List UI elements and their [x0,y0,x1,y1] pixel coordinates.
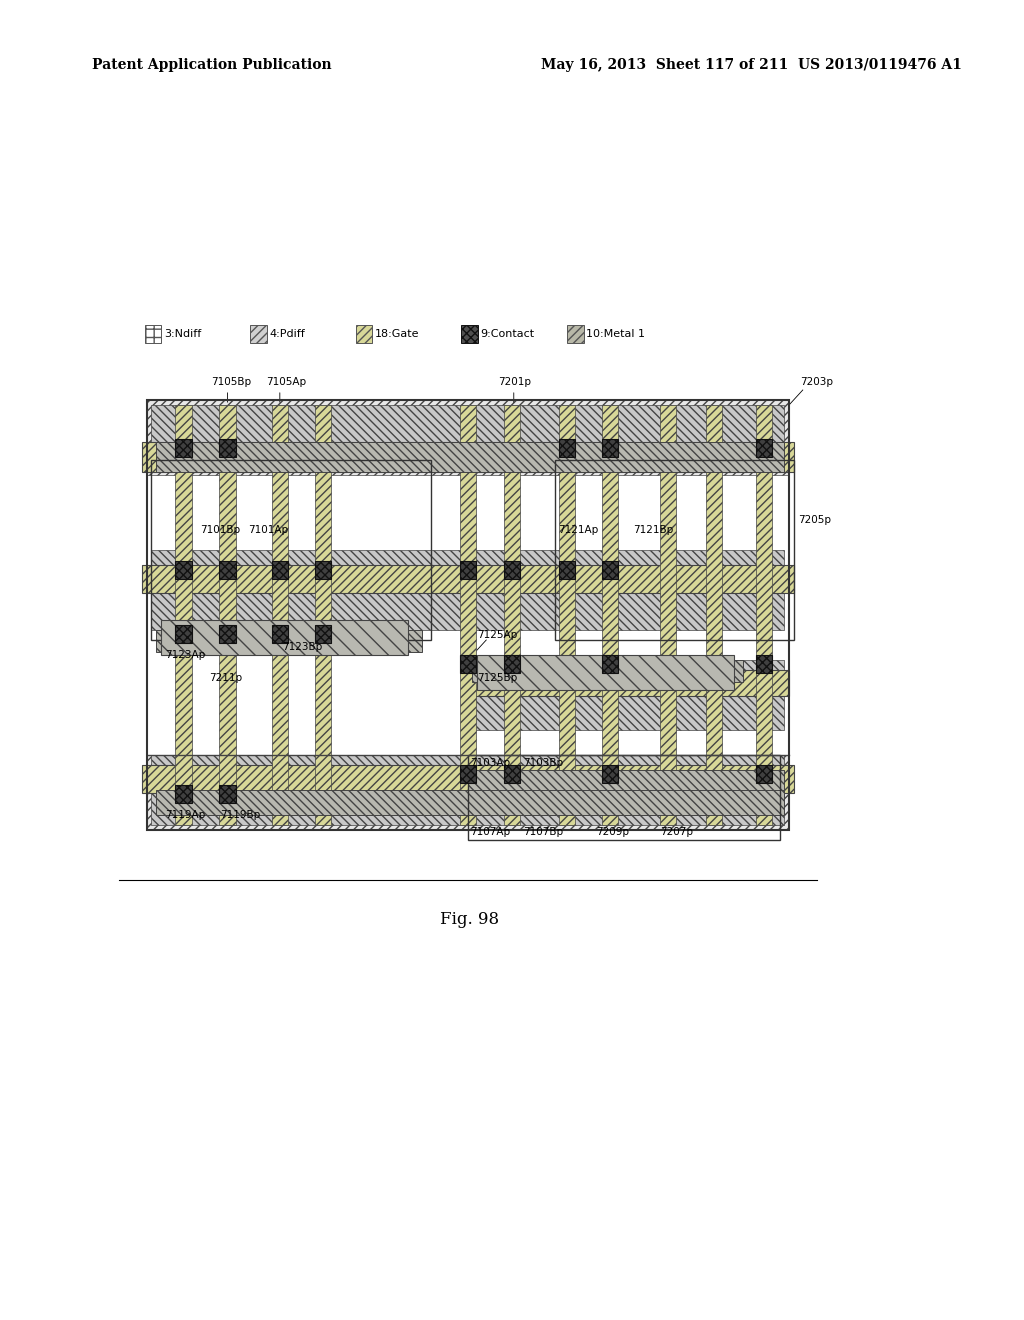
Bar [314,624,331,643]
Bar [271,624,288,643]
Text: 7105Ap: 7105Ap [266,378,306,387]
Bar [271,405,288,825]
Bar [219,624,236,643]
Bar [559,561,575,579]
Text: Fig. 98: Fig. 98 [440,912,500,928]
Text: 7123Ap: 7123Ap [165,649,206,660]
Bar [142,442,794,473]
Bar [567,325,584,343]
Text: 7119Bp: 7119Bp [220,810,260,820]
Bar [602,766,618,783]
Bar [460,405,476,825]
Text: 7209p: 7209p [596,828,630,837]
Bar [175,440,191,457]
Bar [314,405,331,825]
Text: 7211p: 7211p [209,673,243,682]
Bar [156,789,784,814]
Bar [142,766,794,793]
Bar [756,440,772,457]
Text: 7121Ap: 7121Ap [558,525,598,535]
Bar [602,440,618,457]
Bar [146,400,790,475]
Text: 7125Ap: 7125Ap [477,630,517,640]
Bar [460,766,476,783]
Bar [219,405,236,825]
Bar [219,561,236,579]
Text: 7207p: 7207p [660,828,693,837]
Bar [161,620,409,655]
Text: 7203p: 7203p [800,378,833,387]
Bar [559,440,575,457]
Bar [314,561,331,579]
Text: 7205p: 7205p [798,515,831,525]
Bar [460,561,476,579]
Bar [219,785,236,803]
Bar [175,624,191,643]
Text: 7103Bp: 7103Bp [523,758,563,768]
Text: 7103Ap: 7103Ap [470,758,510,768]
Text: 10:Metal 1: 10:Metal 1 [587,329,645,339]
Bar [756,655,772,673]
Bar [472,660,743,682]
Bar [504,561,520,579]
Bar [602,655,618,673]
Bar [152,459,431,640]
Text: 7107Bp: 7107Bp [523,828,563,837]
Bar [659,405,676,825]
Bar [219,440,236,457]
Bar [251,325,267,343]
Bar [462,325,478,343]
Bar [559,405,575,825]
Text: 7101Ap: 7101Ap [248,525,288,535]
Bar [152,755,784,825]
Bar [504,405,520,825]
Bar [602,561,618,579]
Bar [706,405,722,825]
Bar [504,655,520,673]
Bar [146,400,790,830]
Bar [356,325,373,343]
Text: 7105Bp: 7105Bp [211,378,251,387]
Bar [152,405,784,470]
Bar [152,550,784,630]
Bar [602,405,618,825]
Bar [756,405,772,825]
Bar [145,325,162,343]
Text: 3:Ndiff: 3:Ndiff [164,329,202,339]
Bar [175,561,191,579]
Text: 7125Bp: 7125Bp [477,673,517,682]
Text: 18:Gate: 18:Gate [375,329,420,339]
Bar [175,405,191,825]
Bar [175,785,191,803]
Bar [468,660,784,730]
Bar [156,442,784,473]
Bar [146,755,790,830]
Text: 7123Bp: 7123Bp [283,642,323,652]
Bar [468,755,780,840]
Text: 7121Bp: 7121Bp [633,525,674,535]
Bar [756,766,772,783]
Bar [468,770,784,795]
Text: 9:Contact: 9:Contact [480,329,535,339]
Bar [460,655,476,673]
Bar [271,561,288,579]
Text: 7119Ap: 7119Ap [165,810,206,820]
Text: 7201p: 7201p [499,378,531,387]
Bar [142,565,794,593]
Text: 4:Pdiff: 4:Pdiff [269,329,305,339]
Bar [156,630,422,652]
Text: May 16, 2013  Sheet 117 of 211  US 2013/0119476 A1: May 16, 2013 Sheet 117 of 211 US 2013/01… [542,58,963,73]
Text: 7101Bp: 7101Bp [200,525,241,535]
Bar [555,459,794,640]
Text: 7107Ap: 7107Ap [470,828,510,837]
Bar [504,766,520,783]
Bar [468,671,790,696]
Bar [477,655,734,690]
Text: Patent Application Publication: Patent Application Publication [92,58,332,73]
